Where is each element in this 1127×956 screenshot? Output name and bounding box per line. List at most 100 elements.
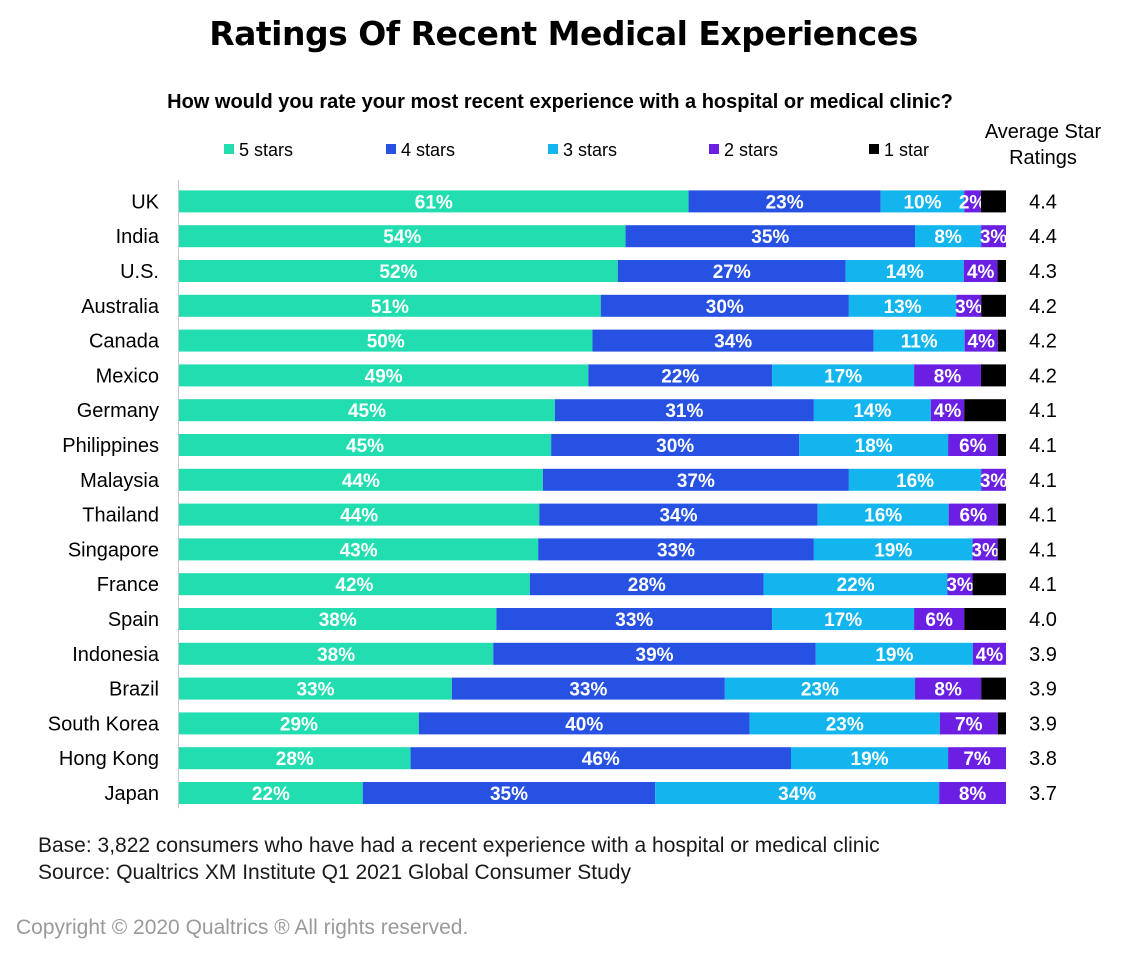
category-label: Malaysia	[80, 470, 160, 492]
data-label: 22%	[837, 575, 875, 596]
average-rating: 4.1	[1029, 400, 1057, 422]
bar-segment	[625, 225, 916, 248]
category-label: Spain	[108, 609, 159, 631]
bar-segment	[655, 782, 940, 804]
data-label: 30%	[706, 297, 744, 318]
data-label: 6%	[959, 436, 987, 457]
data-label: 19%	[875, 645, 913, 666]
bar-segment	[179, 260, 618, 282]
legend-swatch-1	[224, 144, 234, 154]
bar-segment	[980, 190, 1006, 213]
bar-segment	[179, 747, 411, 770]
bar-segment	[981, 294, 1006, 317]
data-label: 16%	[896, 471, 934, 492]
category-label: UK	[131, 191, 159, 213]
bar-segment	[964, 190, 981, 213]
category-label: India	[116, 226, 160, 248]
bar-segment	[763, 573, 948, 596]
bar-segment	[939, 712, 998, 735]
average-rating: 4.1	[1029, 435, 1057, 457]
data-label: 33%	[569, 680, 607, 701]
category-label: Australia	[81, 296, 160, 318]
data-label: 10%	[903, 192, 941, 213]
data-label: 33%	[615, 610, 653, 631]
category-label: Singapore	[68, 539, 159, 561]
data-label: 17%	[824, 610, 862, 631]
bar-segment	[749, 712, 940, 735]
data-label: 38%	[319, 610, 357, 631]
average-header-line2: Ratings	[1009, 147, 1077, 169]
data-label: 43%	[340, 540, 378, 561]
data-label: 44%	[342, 471, 380, 492]
base-note: Base: 3,822 consumers who have had a rec…	[38, 834, 880, 857]
data-label: 23%	[826, 714, 864, 735]
bar-segment	[947, 573, 973, 596]
chart-subtitle: How would you rate your most recent expe…	[167, 91, 953, 113]
bar-segment	[981, 677, 1006, 700]
bar-segment	[997, 712, 1006, 735]
category-label: Indonesia	[72, 644, 160, 666]
legend-label-5: 1 star	[884, 140, 929, 160]
data-label: 37%	[677, 471, 715, 492]
data-label: 16%	[864, 506, 902, 527]
average-rating: 3.8	[1029, 748, 1057, 770]
bar-segment	[873, 329, 965, 352]
bar-segment	[179, 712, 419, 735]
data-label: 22%	[252, 784, 290, 805]
bar-segment	[980, 364, 1006, 387]
bar-segment	[539, 503, 818, 526]
bar-segment	[551, 434, 800, 456]
data-label: 34%	[778, 784, 816, 805]
bar-segment	[179, 190, 689, 213]
bar-segment	[790, 747, 949, 770]
copyright: Copyright © 2020 Qualtrics ® All rights …	[16, 916, 469, 939]
category-label: Germany	[77, 400, 159, 422]
data-label: 44%	[340, 506, 378, 527]
average-rating: 4.0	[1029, 609, 1057, 631]
bar-segment	[972, 538, 998, 561]
data-label: 52%	[379, 262, 417, 283]
bar-segment	[600, 294, 849, 317]
data-label: 38%	[317, 645, 355, 666]
bar-segment	[529, 573, 764, 596]
bar-segment	[997, 260, 1006, 282]
average-rating: 4.2	[1029, 331, 1057, 353]
data-label: 45%	[348, 401, 386, 422]
average-rating: 3.9	[1029, 679, 1057, 701]
bar-segment	[538, 538, 814, 561]
data-label: 3%	[980, 471, 1008, 492]
bar-segment	[179, 434, 552, 456]
data-label: 7%	[955, 714, 983, 735]
chart-title: Ratings Of Recent Medical Experiences	[209, 14, 918, 53]
data-label: 51%	[371, 297, 409, 318]
average-rating: 3.9	[1029, 713, 1057, 735]
average-rating: 4.4	[1029, 226, 1057, 248]
bar-segment	[724, 677, 916, 700]
data-label: 19%	[851, 749, 889, 770]
bar-segment	[410, 747, 791, 770]
data-label: 46%	[582, 749, 620, 770]
bar-segment	[542, 468, 849, 491]
bar-segment	[772, 364, 915, 387]
bar-segment	[815, 642, 973, 665]
legend-swatch-4	[709, 144, 719, 154]
data-label: 30%	[656, 436, 694, 457]
data-label: 34%	[659, 506, 697, 527]
legend-label-4: 2 stars	[724, 140, 778, 160]
data-label: 14%	[886, 262, 924, 283]
category-label: South Korea	[48, 713, 160, 735]
data-label: 8%	[959, 784, 987, 805]
bar-segment	[964, 399, 1006, 422]
bar-segment	[592, 329, 874, 352]
bar-segment	[997, 538, 1006, 561]
bar-segment	[948, 503, 998, 526]
average-rating: 4.1	[1029, 505, 1057, 527]
bar-segment	[179, 399, 555, 422]
data-label: 31%	[665, 401, 703, 422]
category-label: Canada	[89, 331, 160, 353]
bar-segment	[948, 434, 998, 456]
bar-segment	[451, 677, 725, 700]
bar-segment	[179, 329, 593, 352]
average-rating: 3.7	[1029, 783, 1057, 805]
category-label: Brazil	[109, 679, 159, 701]
